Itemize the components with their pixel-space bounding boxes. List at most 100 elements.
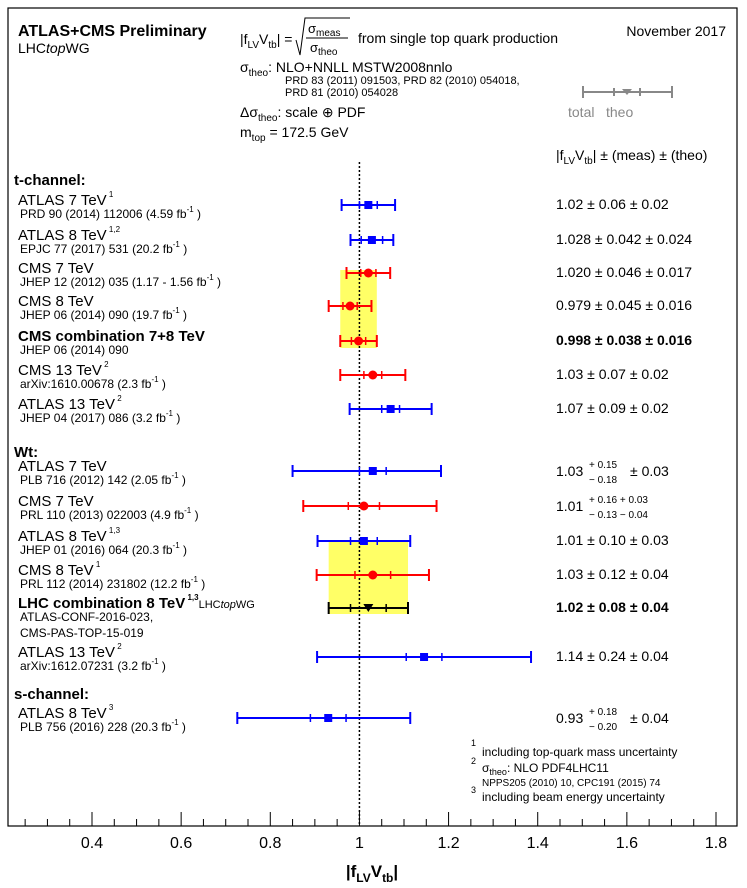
data-point <box>368 467 377 475</box>
entry-value: 1.07 ± 0.09 ± 0.02 <box>556 400 669 416</box>
svg-text:PRD 81 (2010) 054028: PRD 81 (2010) 054028 <box>285 87 398 99</box>
entry-name: ATLAS 13 TeV 2 <box>18 642 122 661</box>
entry-reference: PRD 90 (2014) 112006 (4.59 fb-1 ) <box>20 205 201 221</box>
data-point <box>359 537 368 545</box>
data-point <box>363 268 373 278</box>
x-tick-label: 1.2 <box>437 835 459 852</box>
x-tick-label: 0.8 <box>259 835 281 852</box>
svg-text:PRD 83 (2011) 091503, PRD 82 (: PRD 83 (2011) 091503, PRD 82 (2010) 0540… <box>285 75 520 87</box>
data-point <box>359 501 369 511</box>
svg-text:σtheo: NLO+NNLL MSTW2008nnlo: σtheo: NLO+NNLL MSTW2008nnlo <box>240 59 453 79</box>
entry-reference: CMS-PAS-TOP-15-019 <box>20 626 144 640</box>
entry-value-up: + 0.15 <box>589 460 618 471</box>
entry-reference: JHEP 01 (2016) 064 (20.3 fb-1 ) <box>20 541 187 557</box>
section-label: s-channel: <box>14 686 89 703</box>
theory-description: σtheo: NLO+NNLL MSTW2008nnlo PRD 83 (201… <box>240 59 520 144</box>
plot-frame <box>7 7 738 827</box>
entry-name: ATLAS 13 TeV 2 <box>18 394 122 413</box>
entry-reference: EPJC 77 (2017) 531 (20.2 fb-1 ) <box>20 240 187 256</box>
entry-name: ATLAS 7 TeV <box>18 458 107 475</box>
entry-name: CMS 8 TeV 1 <box>18 560 101 579</box>
svg-text:from single top quark producti: from single top quark production <box>358 30 558 46</box>
entry-value: 1.03 ± 0.12 ± 0.04 <box>556 566 669 582</box>
data-point <box>420 653 429 661</box>
entry-reference: PLB 716 (2012) 142 (2.05 fb-1 ) <box>20 471 186 487</box>
entry-name: ATLAS 8 TeV 1,3 <box>18 526 121 545</box>
entry-value: 1.020 ± 0.046 ± 0.017 <box>556 264 692 280</box>
entry-reference: arXiv:1610.00678 (2.3 fb-1 ) <box>20 375 166 391</box>
svg-text:3: 3 <box>471 785 476 795</box>
data-point <box>363 604 374 612</box>
x-tick-label: 1.8 <box>705 835 727 852</box>
entry-name: CMS 7 TeV <box>18 493 94 510</box>
entry-value: 0.93 <box>556 710 583 726</box>
entry-name: CMS 13 TeV 2 <box>18 360 109 379</box>
data-point <box>354 336 364 346</box>
svg-text:2: 2 <box>471 756 476 766</box>
svg-text:mtop = 172.5 GeV: mtop = 172.5 GeV <box>240 124 349 144</box>
entry-name: ATLAS 8 TeV 1,2 <box>18 225 121 244</box>
data-point <box>386 405 395 413</box>
x-tick-label: 0.4 <box>81 835 103 852</box>
formula: |fLVVtb| = σmeas σtheo from single top q… <box>240 17 558 58</box>
entry-name: LHC combination 8 TeV 1,3LHCtopWG <box>18 593 255 612</box>
date-label: November 2017 <box>626 23 726 39</box>
data-point <box>345 301 355 311</box>
svg-text:|fLVVtb| =: |fLVVtb| = <box>240 31 292 51</box>
combination-band <box>328 541 409 614</box>
x-tick-label: 1 <box>355 835 364 852</box>
data-point <box>324 714 333 722</box>
entry-reference: JHEP 06 (2014) 090 <box>20 343 129 357</box>
data-point <box>368 570 378 580</box>
svg-text:Δσtheo: scale ⊕ PDF: Δσtheo: scale ⊕ PDF <box>240 104 365 124</box>
error-key <box>582 86 673 98</box>
entry-reference: PLB 756 (2016) 228 (20.3 fb-1 ) <box>20 718 186 734</box>
entry-reference: arXiv:1612.07231 (3.2 fb-1 ) <box>20 657 166 673</box>
svg-text:σtheo: σtheo <box>310 40 338 58</box>
entry-value: 0.979 ± 0.045 ± 0.016 <box>556 297 692 313</box>
entry-value: 1.02 ± 0.06 ± 0.02 <box>556 196 669 212</box>
data-point <box>368 370 378 380</box>
entry-value: 1.03 <box>556 463 583 479</box>
key-total-label: total <box>568 104 594 120</box>
entry-value-down: − 0.13 − 0.04 <box>589 510 648 521</box>
entry-value-theo: ± 0.04 <box>630 710 669 726</box>
x-tick-label: 1.6 <box>616 835 638 852</box>
entry-value-up: + 0.18 <box>589 707 618 718</box>
data-point <box>364 201 373 209</box>
svg-text:1: 1 <box>471 738 476 748</box>
entry-reference: JHEP 06 (2014) 090 (19.7 fb-1 ) <box>20 306 187 322</box>
svg-text:σmeas: σmeas <box>308 21 340 39</box>
entry-value: 0.998 ± 0.038 ± 0.016 <box>556 332 692 348</box>
entry-value-down: − 0.18 <box>589 475 618 486</box>
svg-text:σtheo: NLO PDF4LHC11: σtheo: NLO PDF4LHC11 <box>482 761 609 777</box>
svg-text:including beam energy uncertai: including beam energy uncertainty <box>482 790 665 804</box>
chart-subtitle: LHCtopWG <box>18 40 90 56</box>
key-theo-label: theo <box>606 104 633 120</box>
entry-value: 1.01 <box>556 498 583 514</box>
section-label: Wt: <box>14 444 38 461</box>
x-tick-label: 0.6 <box>170 835 192 852</box>
column-header: |fLVVtb| ± (meas) ± (theo) <box>556 147 707 167</box>
entry-value: 1.01 ± 0.10 ± 0.03 <box>556 532 669 548</box>
entry-value: 1.028 ± 0.042 ± 0.024 <box>556 231 692 247</box>
entry-reference: JHEP 04 (2017) 086 (3.2 fb-1 ) <box>20 409 180 425</box>
svg-text:including top-quark mass uncer: including top-quark mass uncertainty <box>482 745 677 759</box>
chart-title: ATLAS+CMS Preliminary <box>18 23 207 40</box>
x-axis-label: |fLVVtb| <box>346 862 398 885</box>
entry-value: 1.14 ± 0.24 ± 0.04 <box>556 648 669 664</box>
entry-value-theo: ± 0.03 <box>630 463 669 479</box>
data-point <box>367 236 376 244</box>
entry-value: 1.03 ± 0.07 ± 0.02 <box>556 366 669 382</box>
entry-value-up: + 0.16 + 0.03 <box>589 495 648 506</box>
footnotes: 1 including top-quark mass uncertainty 2… <box>471 738 677 804</box>
entry-reference: ATLAS-CONF-2016-023, <box>20 610 153 624</box>
entry-name: ATLAS 8 TeV 3 <box>18 703 114 722</box>
entry-name: CMS 8 TeV <box>18 293 94 310</box>
entry-value: 1.02 ± 0.08 ± 0.04 <box>556 599 669 615</box>
entry-name: CMS combination 7+8 TeV <box>18 328 205 345</box>
entry-name: ATLAS 7 TeV 1 <box>18 190 114 209</box>
entry-reference: JHEP 12 (2012) 035 (1.17 - 1.56 fb-1 ) <box>20 273 221 289</box>
entry-reference: PRL 112 (2014) 231802 (12.2 fb-1 ) <box>20 575 205 591</box>
